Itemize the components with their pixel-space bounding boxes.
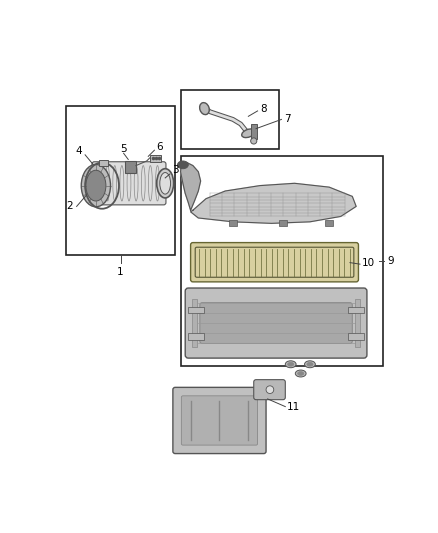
Text: 10: 10	[362, 257, 375, 268]
Bar	[349, 306, 364, 313]
Bar	[192, 299, 197, 348]
Bar	[229, 220, 237, 225]
Bar	[279, 220, 287, 225]
Ellipse shape	[298, 372, 304, 375]
Ellipse shape	[86, 170, 106, 201]
Bar	[355, 299, 360, 348]
Ellipse shape	[304, 361, 315, 368]
Ellipse shape	[242, 129, 255, 138]
Ellipse shape	[307, 362, 313, 366]
Text: 11: 11	[287, 401, 300, 411]
FancyBboxPatch shape	[92, 161, 166, 205]
Bar	[188, 334, 204, 340]
FancyBboxPatch shape	[191, 243, 358, 282]
Bar	[99, 160, 108, 166]
FancyBboxPatch shape	[181, 396, 258, 445]
Ellipse shape	[285, 361, 296, 368]
Bar	[325, 220, 333, 225]
Circle shape	[266, 386, 274, 393]
Text: 4: 4	[76, 146, 82, 156]
FancyBboxPatch shape	[185, 288, 367, 358]
FancyBboxPatch shape	[200, 303, 352, 343]
Bar	[251, 124, 257, 140]
Circle shape	[251, 138, 257, 144]
Polygon shape	[180, 163, 201, 210]
Bar	[125, 161, 136, 173]
Text: 6: 6	[156, 142, 162, 152]
Bar	[188, 306, 204, 313]
Text: 7: 7	[285, 115, 291, 124]
Bar	[349, 334, 364, 340]
Ellipse shape	[177, 161, 188, 168]
Bar	[66, 106, 175, 255]
Text: 1: 1	[117, 267, 124, 277]
FancyBboxPatch shape	[173, 387, 266, 454]
Text: 2: 2	[67, 201, 73, 212]
Text: 3: 3	[172, 165, 179, 175]
Bar	[181, 90, 279, 149]
Ellipse shape	[160, 173, 170, 194]
Ellipse shape	[200, 103, 209, 115]
Polygon shape	[191, 183, 356, 223]
Ellipse shape	[157, 168, 173, 198]
Bar	[150, 155, 161, 161]
Bar	[181, 156, 383, 366]
Text: 9: 9	[387, 256, 394, 266]
Text: 5: 5	[120, 144, 127, 154]
Ellipse shape	[81, 165, 110, 207]
Ellipse shape	[295, 370, 306, 377]
Ellipse shape	[288, 362, 294, 366]
FancyBboxPatch shape	[254, 379, 285, 400]
Text: 8: 8	[260, 103, 266, 114]
